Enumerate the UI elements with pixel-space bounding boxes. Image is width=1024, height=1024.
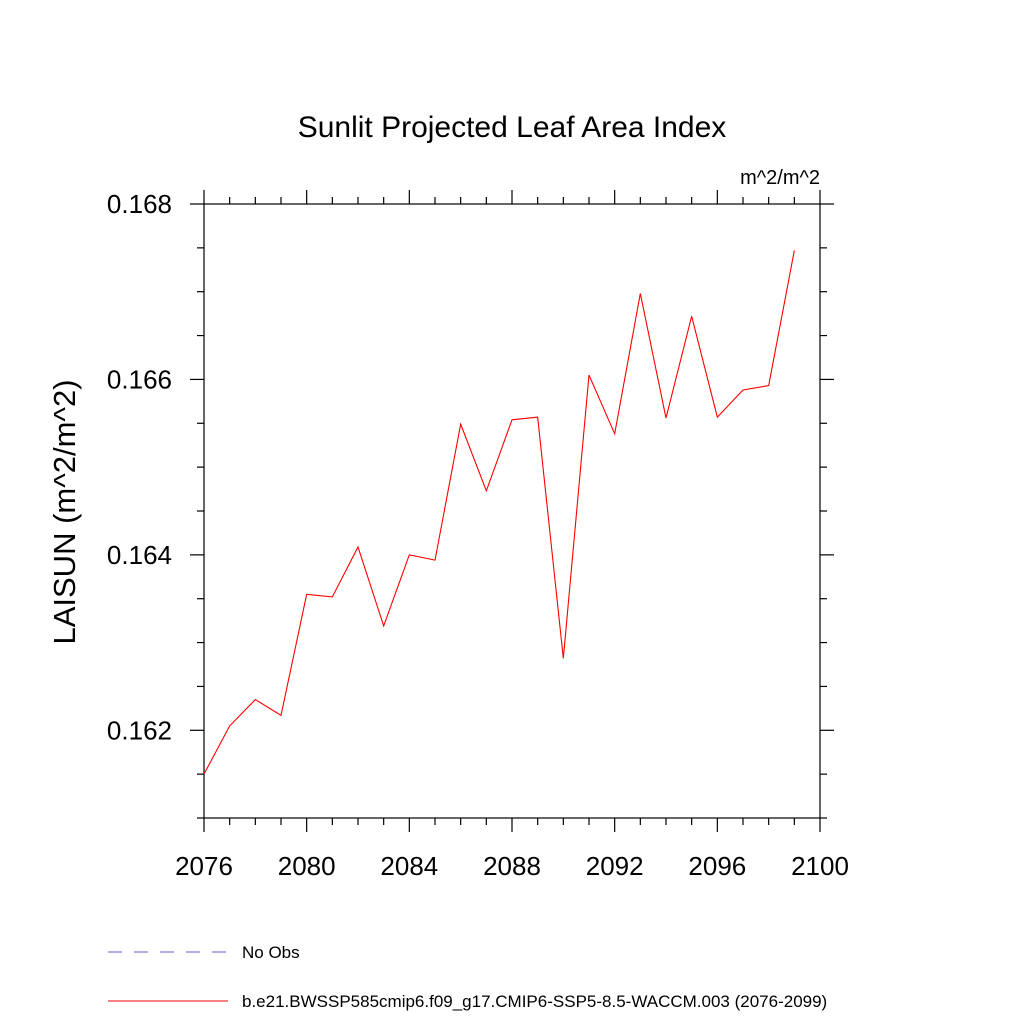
x-axis-ticks: 2076 2080 2084 2088 2092 2096 2100 bbox=[175, 190, 849, 881]
y-tick-label: 0.168 bbox=[107, 189, 172, 219]
x-tick-label: 2096 bbox=[688, 851, 746, 881]
x-tick-label: 2084 bbox=[380, 851, 438, 881]
y-tick-label: 0.162 bbox=[107, 715, 172, 745]
x-tick-label: 2088 bbox=[483, 851, 541, 881]
x-tick-label: 2076 bbox=[175, 851, 233, 881]
x-tick-label: 2100 bbox=[791, 851, 849, 881]
y-axis-label: LAISUN (m^2/m^2) bbox=[47, 379, 82, 644]
y-tick-label: 0.164 bbox=[107, 540, 172, 570]
chart-title: Sunlit Projected Leaf Area Index bbox=[298, 111, 727, 144]
x-tick-label: 2092 bbox=[586, 851, 644, 881]
y-axis-ticks: 0.162 0.164 0.166 0.168 bbox=[107, 189, 834, 819]
series-line bbox=[203, 250, 795, 775]
legend-no-obs-label: No Obs bbox=[242, 943, 300, 962]
series-lines bbox=[203, 250, 795, 775]
legend-series-label: b.e21.BWSSP585cmip6.f09_g17.CMIP6-SSP5-8… bbox=[242, 992, 827, 1011]
y-tick-label: 0.166 bbox=[107, 364, 172, 394]
plot-frame bbox=[203, 203, 821, 819]
legend: No Obs b.e21.BWSSP585cmip6.f09_g17.CMIP6… bbox=[108, 943, 827, 1011]
x-tick-label: 2080 bbox=[278, 851, 336, 881]
units-label: m^2/m^2 bbox=[740, 167, 820, 189]
